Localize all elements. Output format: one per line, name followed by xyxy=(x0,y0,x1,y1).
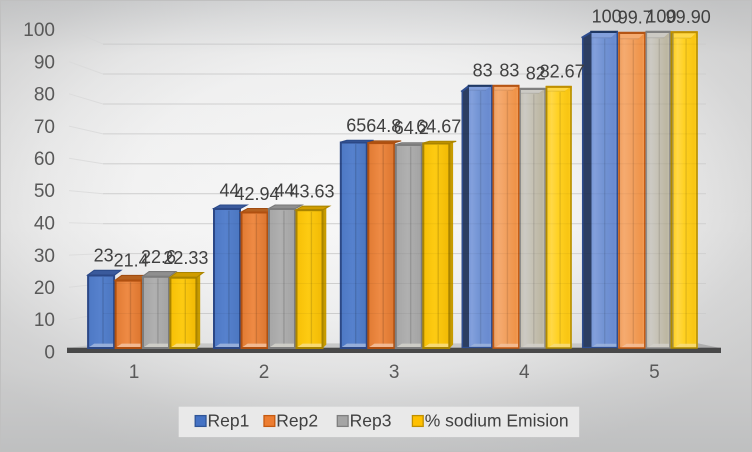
svg-text:Rep3: Rep3 xyxy=(350,411,392,431)
svg-text:23: 23 xyxy=(94,246,114,266)
svg-text:80: 80 xyxy=(34,85,55,106)
svg-text:3: 3 xyxy=(389,362,400,383)
svg-text:40: 40 xyxy=(34,214,55,235)
svg-text:82: 82 xyxy=(526,64,546,84)
svg-text:1: 1 xyxy=(129,362,140,383)
svg-text:22.6: 22.6 xyxy=(141,247,176,267)
svg-text:100: 100 xyxy=(646,7,676,27)
svg-text:22.33: 22.33 xyxy=(163,248,208,268)
svg-text:99.7: 99.7 xyxy=(618,8,653,28)
svg-text:10: 10 xyxy=(34,310,55,331)
svg-text:5: 5 xyxy=(649,362,660,383)
svg-text:50: 50 xyxy=(34,181,55,202)
svg-text:% sodium Emision: % sodium Emision xyxy=(425,411,569,431)
svg-text:99.90: 99.90 xyxy=(666,7,711,27)
svg-text:2: 2 xyxy=(259,362,270,383)
svg-text:4: 4 xyxy=(519,362,530,383)
svg-text:30: 30 xyxy=(34,246,55,267)
svg-text:100: 100 xyxy=(592,7,622,27)
svg-text:90: 90 xyxy=(34,52,55,73)
svg-text:64.8: 64.8 xyxy=(366,116,401,136)
svg-text:100: 100 xyxy=(23,20,55,41)
svg-text:65: 65 xyxy=(346,116,366,136)
svg-text:83: 83 xyxy=(499,60,519,80)
svg-text:60: 60 xyxy=(34,149,55,170)
svg-text:64.67: 64.67 xyxy=(416,117,461,137)
svg-text:44: 44 xyxy=(219,180,239,200)
svg-text:70: 70 xyxy=(34,117,55,138)
svg-text:Rep1: Rep1 xyxy=(208,411,250,431)
svg-text:20: 20 xyxy=(34,278,55,299)
svg-text:Rep2: Rep2 xyxy=(276,411,318,431)
svg-text:44: 44 xyxy=(274,180,294,200)
svg-text:43.63: 43.63 xyxy=(289,182,334,202)
svg-text:64.2: 64.2 xyxy=(394,118,429,138)
svg-text:83: 83 xyxy=(473,60,493,80)
svg-text:82.67: 82.67 xyxy=(540,61,585,81)
svg-text:42.94: 42.94 xyxy=(234,184,279,204)
svg-text:0: 0 xyxy=(44,343,55,364)
svg-text:21.4: 21.4 xyxy=(114,251,149,271)
